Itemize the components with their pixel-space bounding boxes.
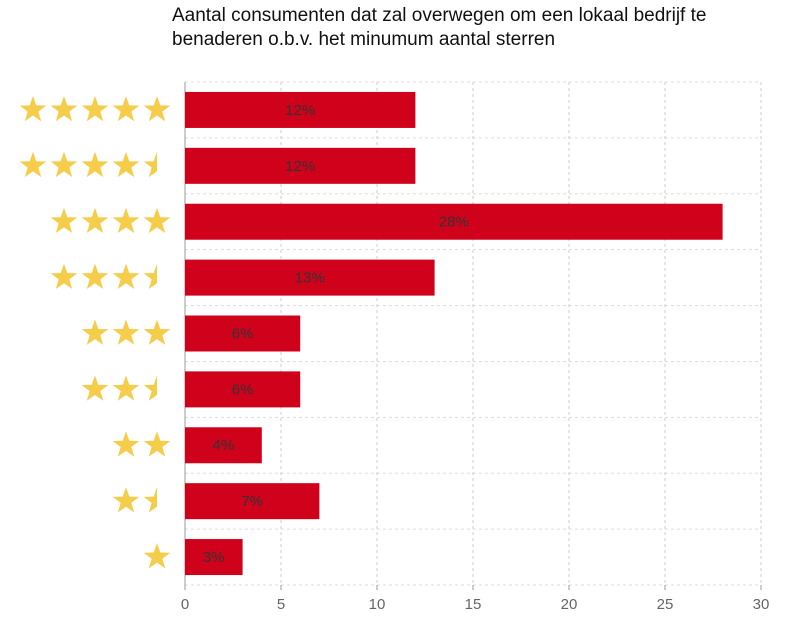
star [143,151,157,178]
bar [185,203,723,240]
star [143,319,171,345]
star-rating [81,319,171,345]
bar-label: 12% [285,102,315,119]
star [112,375,140,401]
star-rating [81,375,157,401]
star [143,95,171,122]
star-rating [143,543,171,569]
bar [185,427,262,464]
star-rating [19,151,157,178]
star [143,207,171,234]
star [50,95,78,122]
x-tick-label: 15 [465,596,482,613]
bar-label: 6% [232,325,254,342]
star [81,95,109,122]
star-rating [112,487,157,513]
bar-label: 4% [213,437,235,454]
x-tick-label: 25 [657,596,674,613]
star [143,487,157,513]
star [19,95,47,122]
half-star [143,151,157,178]
bar-label: 12% [285,158,315,175]
star [143,375,157,401]
half-star [143,263,157,289]
bar [185,483,320,520]
star [112,487,140,513]
x-tick-label: 20 [561,596,578,613]
bar [185,259,435,296]
bar [185,91,416,128]
chart-title: Aantal consumenten dat zal overwegen om … [172,5,707,50]
star [112,319,140,345]
bar-label: 3% [203,549,225,566]
x-tick-label: 10 [369,596,386,613]
x-tick-label: 5 [277,596,285,613]
bar [185,315,301,352]
star [143,263,157,289]
star [112,95,140,122]
star [112,431,140,457]
star [81,263,109,289]
star [81,207,109,234]
x-tick-label: 0 [181,596,189,613]
star [19,151,47,178]
star [112,207,140,234]
bar [185,371,301,408]
star [112,263,140,289]
bar-label: 28% [439,214,469,231]
star [81,375,109,401]
star-rating [50,263,157,289]
bar [185,147,416,184]
star-rating [50,207,171,234]
bar-label: 7% [241,493,263,510]
half-star [143,375,157,401]
star-rating [19,95,171,122]
star [143,543,171,569]
star-rating [112,431,171,457]
star [112,151,140,178]
half-star [143,487,157,513]
star [50,151,78,178]
star [81,151,109,178]
star [143,431,171,457]
x-tick-label: 30 [753,596,770,613]
star [50,207,78,234]
star [50,263,78,289]
bar-label: 6% [232,381,254,398]
bar-label: 13% [295,270,325,287]
star [81,319,109,345]
bar [185,539,243,576]
